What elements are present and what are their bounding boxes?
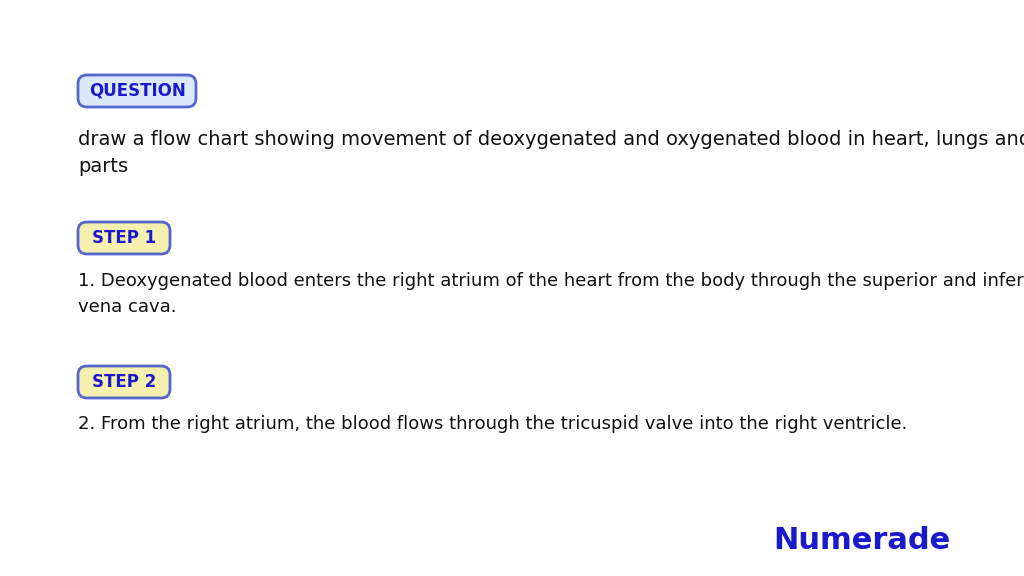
Text: QUESTION: QUESTION (89, 82, 185, 100)
FancyBboxPatch shape (78, 366, 170, 398)
Text: 1. Deoxygenated blood enters the right atrium of the heart from the body through: 1. Deoxygenated blood enters the right a… (78, 272, 1024, 316)
Text: draw a flow chart showing movement of deoxygenated and oxygenated blood in heart: draw a flow chart showing movement of de… (78, 130, 1024, 176)
FancyBboxPatch shape (78, 75, 196, 107)
Text: STEP 2: STEP 2 (92, 373, 156, 391)
Text: 2. From the right atrium, the blood flows through the tricuspid valve into the r: 2. From the right atrium, the blood flow… (78, 415, 907, 433)
Text: STEP 1: STEP 1 (92, 229, 156, 247)
Text: Numerade: Numerade (773, 526, 950, 555)
FancyBboxPatch shape (78, 222, 170, 254)
